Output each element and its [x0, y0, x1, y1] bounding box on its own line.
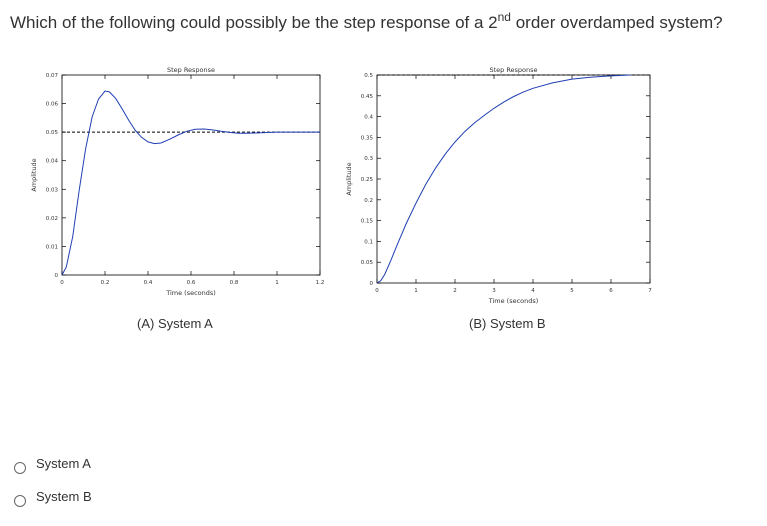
x-tick-label: 4	[531, 288, 535, 294]
y-tick-label: 0.1	[364, 239, 373, 245]
y-tick-label: 0.01	[46, 244, 58, 250]
system-b-step-response-chart: 0 1 2 3 4 5 6 7 0 0.05 0.1 0.15 0.2 0.25 0.3 0.35 0.4 0.4…	[345, 66, 652, 305]
x-tick-label: 7	[648, 288, 652, 294]
option-system-b-label[interactable]: System B	[36, 488, 92, 504]
y-tick-label: 0.45	[361, 94, 374, 100]
y-tick-label: 0.15	[361, 219, 374, 225]
step-response-line	[376, 74, 631, 284]
x-tick-label: 0	[60, 280, 64, 286]
y-axis-label: Amplitude	[345, 162, 353, 195]
caption-system-b: (B) System B	[469, 316, 546, 331]
chart-title: Step Response	[167, 66, 215, 74]
x-axis-label: Time (seconds)	[165, 289, 216, 297]
x-tick-label: 5	[570, 288, 574, 294]
y-tick-label: 0.25	[361, 177, 374, 183]
radio-system-b[interactable]	[14, 495, 26, 507]
caption-system-a: (A) System A	[137, 316, 213, 331]
x-tick-label: 1	[414, 288, 418, 294]
y-tick-label: 0.05	[46, 130, 59, 136]
y-tick-label: 0.4	[364, 115, 373, 121]
y-tick-label: 0.06	[46, 102, 59, 108]
plot-frame	[376, 74, 651, 284]
x-tick-label: 3	[492, 288, 496, 294]
system-a-step-response-chart: 0 0.2 0.4 0.6 0.8 1 1.2 0 0.01 0.02 0.03 0.04 0.05 0.…	[30, 66, 325, 297]
radio-system-a[interactable]	[14, 462, 26, 474]
x-tick-label: 1	[275, 280, 279, 286]
y-tick-label: 0.35	[361, 135, 374, 141]
chart-title: Step Response	[489, 66, 537, 74]
x-tick-label: 0.6	[187, 280, 196, 286]
option-system-b[interactable]: System B	[14, 485, 92, 507]
x-tick-label: 2	[453, 288, 457, 294]
y-tick-label: 0.03	[46, 187, 59, 193]
y-tick-label: 0	[55, 273, 59, 279]
y-tick-label: 0.3	[364, 156, 373, 162]
y-axis-label: Amplitude	[30, 158, 38, 191]
x-tick-label: 0.8	[230, 280, 239, 286]
plot-frame	[61, 74, 321, 276]
option-system-a[interactable]: System A	[14, 452, 91, 474]
question-text-start: Which of the following could possibly be…	[10, 13, 498, 32]
y-tick-label: 0.05	[361, 260, 374, 266]
y-tick-label: 0.5	[364, 73, 373, 79]
question-superscript: nd	[497, 10, 511, 24]
x-tick-label: 1.2	[316, 280, 325, 286]
step-response-line	[61, 90, 320, 276]
y-tick-label: 0.02	[46, 216, 58, 222]
x-tick-label: 0.4	[144, 280, 153, 286]
y-tick-label: 0.2	[364, 198, 373, 204]
x-axis-label: Time (seconds)	[488, 297, 539, 305]
x-tick-label: 0	[375, 288, 379, 294]
option-system-a-label[interactable]: System A	[36, 455, 91, 471]
question-text: Which of the following could possibly be…	[10, 10, 723, 33]
y-tick-label: 0.04	[46, 159, 59, 165]
x-tick-label: 0.2	[101, 280, 110, 286]
question-text-end: order overdamped system?	[510, 13, 723, 32]
y-tick-label: 0	[370, 281, 374, 287]
x-tick-label: 6	[609, 288, 613, 294]
y-tick-label: 0.07	[46, 73, 59, 79]
